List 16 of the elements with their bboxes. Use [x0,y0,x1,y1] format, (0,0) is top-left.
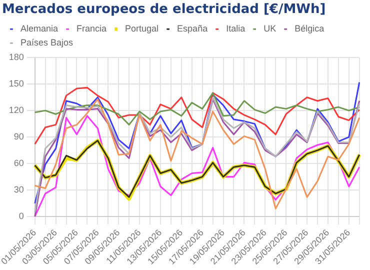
legend-label: UK [264,24,276,34]
legend-label: Portugal [125,24,159,34]
legend-label: Bélgica [294,24,324,34]
y-tick-label: 90 [14,132,24,142]
y-tick-label: 60 [14,158,24,168]
y-tick-label: 120 [8,105,24,116]
y-tick-label: 180 [8,52,24,62]
legend-label: Alemania [20,24,58,34]
legend-label: España [177,24,208,34]
legend-label: Países Bajos [20,38,74,48]
y-tick-label: 0 [18,210,24,221]
chart-title: Mercados europeos de electricidad [€/MWh] [2,2,326,18]
y-tick-label: 150 [8,78,24,89]
legend-label: Italia [226,24,246,34]
legend-label: Francia [76,24,107,34]
y-tick-label: 30 [14,184,24,195]
